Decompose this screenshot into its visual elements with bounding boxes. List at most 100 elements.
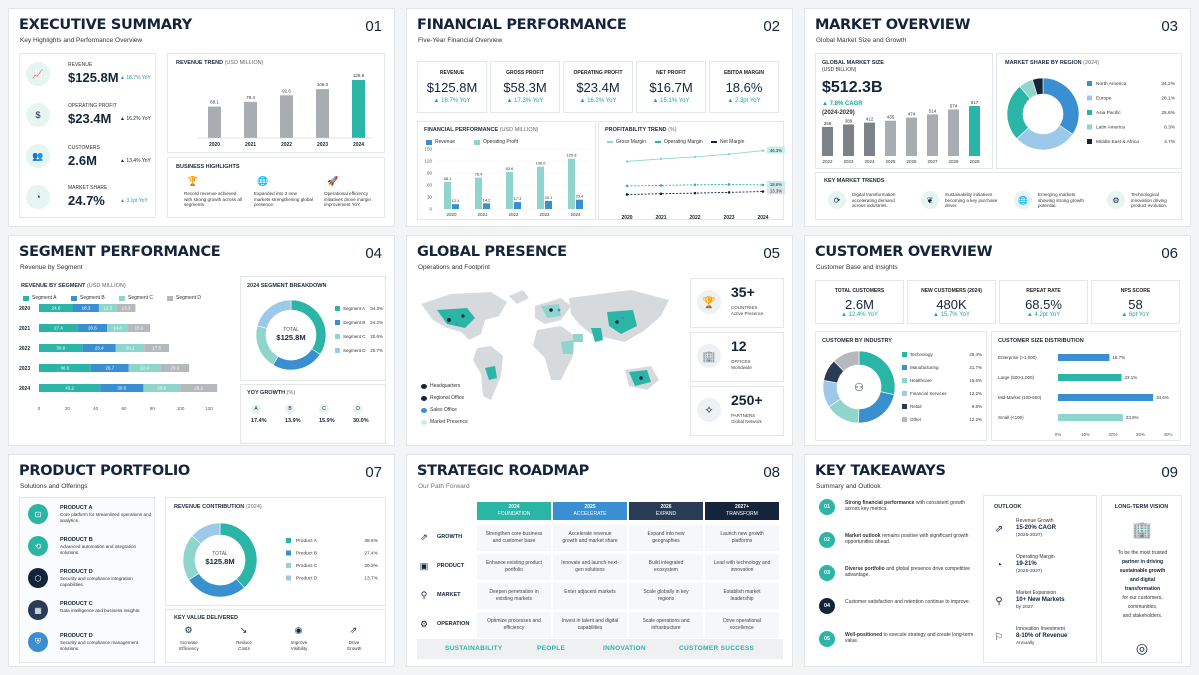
takeaway-number-badge: 02 bbox=[819, 532, 835, 548]
globe-icon: 🌐 bbox=[1014, 191, 1032, 209]
kpi-change: ▲ 12.4% YoY bbox=[841, 312, 878, 318]
strategic-roadmap-panel: STRATEGIC ROADMAP Our Path Forward 08 20… bbox=[406, 454, 793, 667]
segment-slice-3 bbox=[256, 299, 292, 329]
segment-bar bbox=[180, 384, 218, 392]
legend-swatch bbox=[286, 550, 291, 556]
visibility-icon: ◉ bbox=[294, 625, 303, 635]
key-takeaways-panel: KEY TAKEAWAYS Summary and Outlook 09 01 S… bbox=[804, 454, 1191, 667]
rocket-icon: 🚀 bbox=[327, 175, 339, 186]
series-point bbox=[727, 152, 731, 156]
x-tick-label: 2023 bbox=[723, 215, 734, 221]
segment-letter-icon: C bbox=[319, 404, 329, 414]
series-point bbox=[693, 183, 697, 187]
legend-value: 28.1% bbox=[1161, 96, 1175, 102]
segment-bar bbox=[116, 304, 136, 312]
outlook-value: 19-21% bbox=[1016, 561, 1037, 567]
segment-bar bbox=[98, 304, 117, 312]
product-description: Data intelligence and business insights. bbox=[60, 608, 141, 613]
legend-label: Segment C bbox=[343, 334, 366, 339]
y-tick-label: Mid-Market (100-500) bbox=[998, 395, 1042, 400]
yoy-value: 13.9% bbox=[285, 418, 301, 424]
margin-icon: ◔ bbox=[995, 559, 1003, 571]
y-tick-label: 30 bbox=[427, 195, 433, 200]
product-a-icon: ⊡ bbox=[28, 504, 48, 524]
x-tick-label: 2028 bbox=[948, 159, 959, 164]
y-tick-label: 2024 bbox=[19, 386, 30, 392]
legend-value: 4.7% bbox=[1164, 139, 1176, 145]
segment-value-label: 27.4 bbox=[54, 326, 63, 331]
legend-swatch bbox=[902, 391, 907, 396]
y-tick-label: 2022 bbox=[19, 346, 30, 352]
takeaway-text: Diverse portfolio and global presence dr… bbox=[845, 566, 975, 579]
profitability-trend-chart: 46.3% 18.6% 13.3% 2020 2021 2022 2023 2024 bbox=[621, 146, 785, 221]
product-portfolio-panel: PRODUCT PORTFOLIO Solutions and Offering… bbox=[8, 454, 395, 667]
revenue-trend-box: REVENUE TREND (USD MILLION) 68.1 2020 78.4… bbox=[167, 53, 385, 153]
industry-donut: Technology 28.4% Manufacturing 21.7% Healthc… bbox=[822, 350, 982, 424]
x-tick-label: 2027 bbox=[927, 159, 938, 164]
building-icon: 🏢 bbox=[1132, 522, 1152, 539]
takeaway-number-badge: 05 bbox=[819, 631, 835, 647]
product-description: Advanced automation and integration solu… bbox=[60, 544, 137, 555]
legend-label: Financial Services bbox=[910, 391, 947, 396]
legend-value: 9.8% bbox=[972, 404, 982, 409]
roadmap-cell: Expand into new geographies bbox=[629, 525, 703, 551]
series-point bbox=[659, 192, 663, 196]
product-icon: ▣ bbox=[419, 560, 429, 571]
panel-subtitle: Operations and Footprint bbox=[418, 264, 490, 271]
kpi-label: NPS SCORE bbox=[1120, 288, 1151, 294]
series-point bbox=[625, 184, 629, 188]
segment-bar bbox=[128, 364, 161, 372]
panel-title: KEY TAKEAWAYS bbox=[815, 463, 946, 479]
outlook-label: Innovation Investment bbox=[1016, 626, 1065, 632]
value-line2: Visibility bbox=[290, 646, 308, 651]
kpi-value: 2.6M bbox=[845, 297, 874, 312]
fin-bar bbox=[444, 181, 451, 209]
series-point bbox=[727, 183, 731, 186]
segment-value-label: 22.4 bbox=[140, 366, 149, 371]
bar-value-label: 389 bbox=[845, 118, 853, 123]
bar-value-label: 12.1 bbox=[452, 198, 461, 203]
legend-swatch bbox=[335, 306, 340, 311]
segment-bar bbox=[39, 364, 91, 372]
x-tick-label: 20% bbox=[1108, 432, 1117, 437]
legend-revenue: Revenue bbox=[426, 139, 455, 145]
y-tick-label: 150 bbox=[424, 147, 432, 152]
panel-number: 05 bbox=[763, 245, 780, 262]
customer-size-bar-chart: Enterprise (>1,000) 18.7% Large (500-1,000… bbox=[998, 354, 1173, 437]
region-slice-4 bbox=[1032, 77, 1044, 96]
efficiency-icon: ⚙ bbox=[184, 625, 193, 635]
legend-label: Product B bbox=[296, 551, 317, 557]
legend-swatch bbox=[1087, 124, 1092, 130]
takeaway-text: Well-positioned to execute strategy and … bbox=[845, 632, 975, 645]
value-line2: Growth bbox=[346, 646, 362, 651]
value-line2: Efficiency bbox=[179, 646, 199, 651]
globe-icon: 🌐 bbox=[257, 175, 269, 186]
network-icon: ⟡ bbox=[697, 398, 721, 422]
fin-bar bbox=[506, 171, 513, 209]
legend-label: Regional Office bbox=[430, 395, 465, 401]
x-tick-label: 60 bbox=[121, 406, 127, 411]
roadmap-cell: Accelerate revenue growth and market sha… bbox=[553, 525, 627, 551]
takeaway-text: Market outlook remains positive with sig… bbox=[845, 533, 975, 546]
revenue-contribution-donut: Product A 38.6% Product B 27.4% Product C 20.… bbox=[182, 522, 379, 598]
panel-title: MARKET OVERVIEW bbox=[815, 17, 971, 33]
kpi-card: NPS SCORE 58 ▲ 6pt YoY bbox=[1091, 280, 1180, 324]
fin-bar bbox=[576, 199, 583, 209]
stat-card: 🏆 35+ COUNTRIES Active Presence bbox=[690, 278, 784, 328]
bar-value-label: 23.1% bbox=[1125, 375, 1138, 380]
gear-icon: ⚙ bbox=[1107, 191, 1125, 209]
panel-subtitle: Our Path Forward bbox=[418, 483, 470, 490]
bar-value-label: 68.1 bbox=[210, 100, 219, 105]
segment-bar bbox=[127, 324, 151, 332]
kpi-card: TOTAL CUSTOMERS 2.6M ▲ 12.4% YoY bbox=[815, 280, 904, 324]
segment-value-label: 25.9 bbox=[157, 386, 166, 391]
legend-swatch bbox=[421, 407, 427, 413]
legend-swatch bbox=[421, 419, 427, 425]
x-tick-label: 30% bbox=[1136, 432, 1145, 437]
digital-icon: ⟳ bbox=[828, 191, 846, 209]
panel-title: FINANCIAL PERFORMANCE bbox=[417, 17, 627, 33]
market-size-chart: 358 2022 389 2023 412 2024 435 2025 474 2026 514 20… bbox=[822, 100, 980, 164]
market-bar bbox=[948, 109, 959, 156]
series-point bbox=[693, 155, 697, 159]
legend-value: 34.3% bbox=[370, 306, 383, 311]
